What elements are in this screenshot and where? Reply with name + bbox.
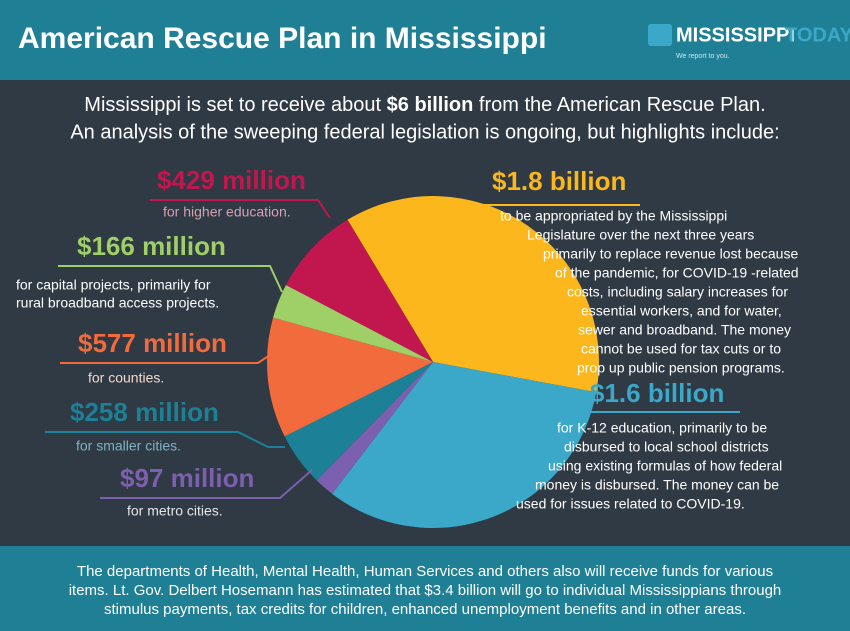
slice-description: Legislature over the next three years [527, 227, 754, 243]
subtitle-part: Mississippi is set to receive about [84, 94, 386, 116]
slice-description: for counties. [88, 370, 164, 386]
pie-slice [273, 284, 433, 362]
value-label: $1.6 billion [590, 378, 724, 408]
logo-icon [648, 24, 672, 46]
logo-name: MISSISSIPPI [676, 24, 795, 46]
leader-line [60, 354, 271, 364]
subtitle: An analysis of the sweeping federal legi… [70, 121, 779, 143]
slice-description: disbursed to local school districts [564, 439, 769, 455]
leader-line [58, 265, 283, 293]
slice-description: for smaller cities. [76, 438, 181, 454]
subtitle: Mississippi is set to receive about $6 b… [84, 94, 765, 116]
footer: The departments of Health, Mental Health… [69, 563, 782, 618]
slice-description: money is disbursed. The money can be [535, 477, 779, 493]
subtitle-part: from the American Rescue Plan. [473, 94, 765, 116]
leader-line [150, 199, 331, 219]
footer-line: items. Lt. Gov. Delbert Hosemann has est… [69, 582, 782, 599]
value-label: $1.8 billion [492, 166, 626, 196]
footer-line: The departments of Health, Mental Health… [77, 563, 773, 580]
slice-description: essential workers, and for water, [581, 303, 782, 319]
slice-description: used for issues related to COVID-19. [516, 496, 745, 512]
pie-slice [285, 219, 433, 362]
value-label: $97 million [120, 463, 254, 493]
pie-slice [316, 362, 433, 494]
slice-description: primarily to replace revenue lost becaus… [543, 246, 798, 262]
leader-line [100, 469, 313, 499]
slice-description: prop up public pension programs. [577, 360, 785, 376]
value-label: $166 million [77, 231, 226, 261]
slice-description: for capital projects, primarily for [16, 277, 211, 293]
slice-description: of the pandemic, for COVID-19 -related [555, 265, 799, 281]
slice-description: costs, including salary increases for [567, 284, 788, 300]
title: American Rescue Plan in Mississippi [18, 22, 547, 55]
pie-slice [267, 317, 433, 437]
logo-name: TODAY [785, 24, 850, 46]
slice-description: for higher education. [163, 204, 291, 220]
slice-description: to be appropriated by the Mississippi [500, 208, 727, 224]
slice-description: for metro cities. [127, 503, 223, 519]
leader-line [45, 431, 285, 448]
footer-band [0, 546, 850, 631]
header-band [0, 0, 850, 80]
value-label: $258 million [70, 397, 219, 427]
logo-tagline: We report to you. [676, 53, 730, 60]
footer-line: stimulus payments, tax credits for child… [104, 601, 746, 618]
pie-slice [332, 362, 597, 528]
slice-description: cannot be used for tax cuts or to [581, 341, 781, 357]
value-label: $577 million [78, 328, 227, 358]
leader-line [559, 404, 740, 413]
pie-slice [284, 362, 433, 481]
pie-slice [347, 196, 600, 393]
pie-chart: $1.8 billion to be appropriated by the Mi… [16, 165, 799, 528]
subtitle-part: $6 billion [387, 94, 474, 116]
slice-description: rural broadband access projects. [16, 295, 219, 311]
slice-description: sewer and broadband. The money [578, 322, 791, 338]
slice-description: using existing formulas of how federal [548, 458, 782, 474]
slice-description: for K-12 education, primarily to be [557, 420, 767, 436]
leader-line [461, 204, 640, 226]
value-label: $429 million [157, 165, 306, 195]
